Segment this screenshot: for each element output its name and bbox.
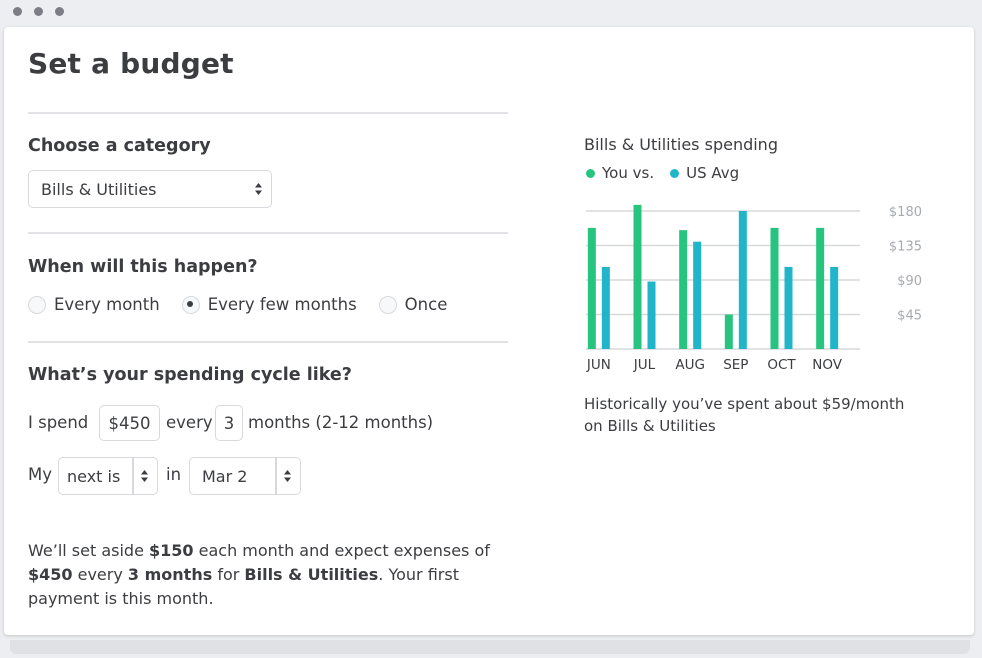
bar-you [679, 230, 688, 349]
divider [28, 341, 508, 343]
select-separator [132, 458, 134, 494]
category-select-value: Bills & Utilities [41, 179, 157, 199]
bar-us-avg [830, 266, 839, 349]
frequency-radio-group: Every month Every few months Once [28, 295, 469, 314]
x-tick-label: AUG [675, 357, 705, 373]
divider [28, 112, 508, 114]
radio-label: Every few months [207, 295, 357, 314]
divider [28, 232, 508, 234]
x-tick-label: SEP [723, 357, 748, 373]
next-select-value: next is [67, 466, 121, 486]
window-dot-icon [13, 7, 22, 16]
window-controls [13, 7, 64, 16]
budget-summary: We’ll set aside $150 each month and expe… [28, 541, 490, 608]
legend-label: You vs. [602, 164, 655, 182]
bar-you [770, 227, 779, 349]
months-suffix-label: months (2-12 months) [248, 413, 434, 432]
select-arrows-icon [255, 183, 262, 195]
bar-you [587, 227, 596, 349]
radio-circle-icon [28, 295, 46, 314]
spend-prefix-label: I spend [28, 413, 89, 432]
chart-title: Bills & Utilities spending [584, 135, 778, 154]
radio-every-month[interactable]: Every month [28, 295, 160, 314]
card-shadow [10, 640, 970, 654]
legend-label: US Avg [686, 164, 740, 182]
x-tick-label: OCT [767, 357, 796, 373]
legend-item-you: You vs. [586, 164, 654, 182]
spending-chart: $45 $90 $135 $180 JUN JUL AUG SEP OCT NOV [586, 204, 922, 373]
legend-item-us-avg: US Avg [670, 164, 739, 182]
radio-circle-icon [378, 295, 397, 314]
budget-card: Set a budget Choose a category Bills & U… [4, 27, 974, 635]
legend-dot-icon [586, 168, 595, 178]
chart-legend: You vs. US Avg [586, 164, 755, 182]
date-select-value: Mar 2 [202, 466, 248, 486]
select-separator [275, 458, 277, 494]
legend-dot-icon [670, 168, 680, 178]
radio-label: Every month [54, 295, 160, 314]
page-title: Set a budget [28, 47, 234, 80]
bar-us-avg [601, 266, 610, 349]
bar-you [816, 227, 825, 349]
radio-every-few-months[interactable]: Every few months [181, 295, 357, 314]
y-tick-label: $45 [897, 309, 922, 324]
my-label: My [28, 465, 53, 484]
every-label: every [166, 413, 213, 432]
bar-you [633, 204, 642, 349]
date-select[interactable]: Mar 2 [189, 457, 301, 495]
radio-label: Once [404, 295, 448, 314]
radio-checked-icon [181, 295, 200, 314]
bar-us-avg [647, 281, 656, 349]
next-select[interactable]: next is [58, 457, 158, 495]
category-select[interactable]: Bills & Utilities [28, 170, 272, 208]
x-tick-label: NOV [812, 357, 842, 373]
frequency-heading: When will this happen? [28, 257, 258, 277]
y-tick-label: $135 [889, 240, 922, 255]
y-tick-label: $90 [897, 274, 922, 289]
radio-once[interactable]: Once [378, 295, 448, 314]
select-arrows-icon [141, 470, 148, 482]
bar-us-avg [784, 266, 793, 349]
cycle-heading: What’s your spending cycle like? [28, 365, 352, 385]
spend-amount-input[interactable]: $450 [99, 405, 160, 441]
months-input[interactable]: 3 [215, 405, 243, 441]
bar-us-avg [693, 241, 702, 349]
in-label: in [166, 465, 182, 484]
select-arrows-icon [284, 470, 291, 482]
y-tick-label: $180 [889, 205, 922, 220]
bar-us-avg [738, 211, 747, 349]
bar-you [724, 314, 733, 349]
chart-caption: Historically you’ve spent about $59/mont… [584, 395, 905, 435]
window-dot-icon [34, 7, 43, 16]
category-heading: Choose a category [28, 136, 211, 156]
window-dot-icon [55, 7, 64, 16]
x-tick-label: JUL [633, 357, 656, 373]
x-tick-label: JUN [586, 357, 611, 373]
